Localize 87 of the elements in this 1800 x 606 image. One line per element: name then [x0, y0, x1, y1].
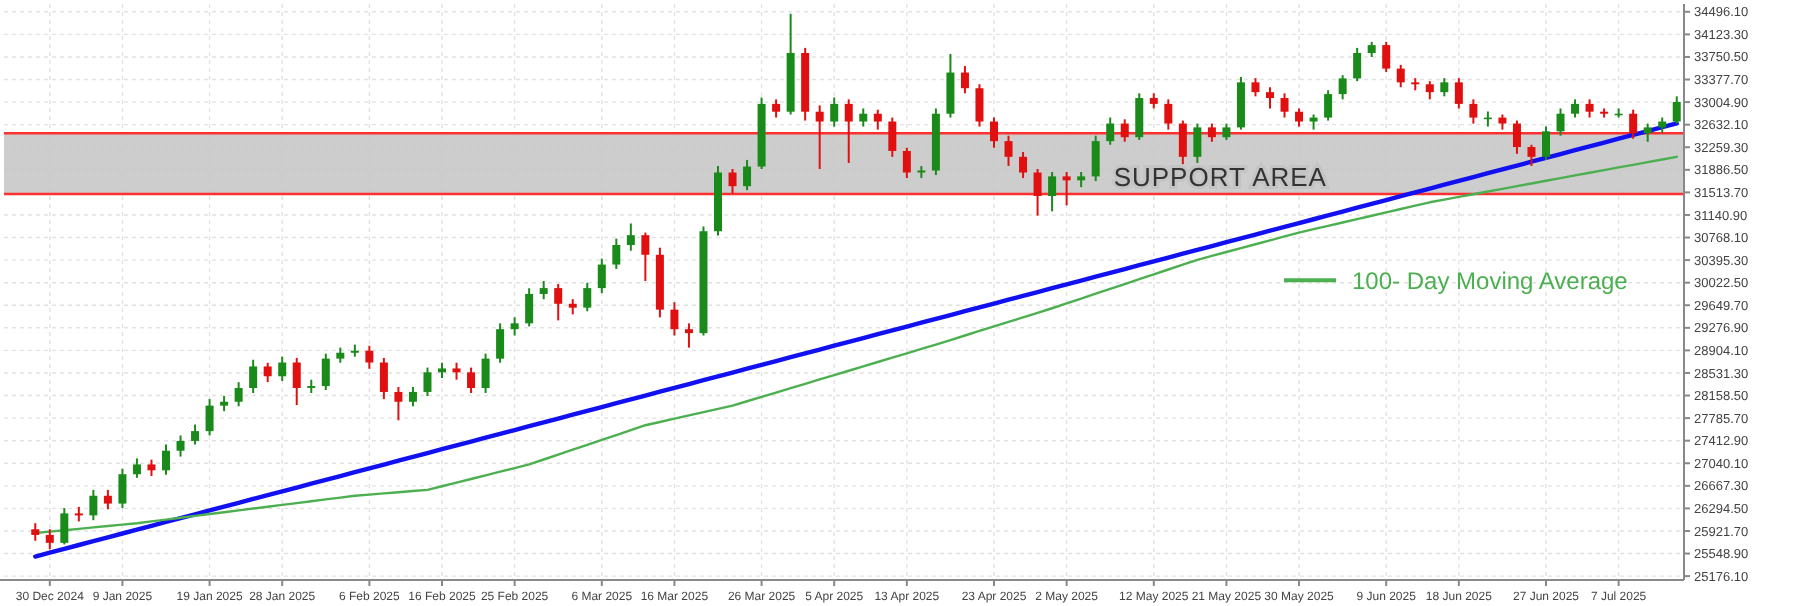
candlestick [975, 83, 984, 128]
candlestick [89, 488, 98, 522]
candlestick [990, 116, 998, 149]
candlestick [684, 322, 693, 349]
candlestick [1164, 98, 1173, 131]
candlestick [394, 385, 403, 422]
candlestick [1353, 46, 1362, 83]
candlestick [365, 344, 374, 370]
candlestick [539, 280, 548, 301]
candlestick [1295, 107, 1304, 128]
candlestick [743, 158, 752, 192]
candlestick [888, 116, 897, 158]
candlestick [960, 65, 969, 95]
candlestick [292, 356, 301, 407]
candlestick [1556, 107, 1565, 137]
candlestick [1324, 89, 1333, 122]
candlestick [45, 528, 54, 551]
candlestick [408, 385, 417, 408]
candlestick [1643, 122, 1652, 143]
candlestick [1280, 92, 1289, 119]
candlestick [1396, 63, 1405, 89]
candlestick [1571, 98, 1580, 119]
candlestick [583, 281, 592, 313]
candlestick [1091, 134, 1100, 183]
candlestick [234, 381, 243, 408]
candlestick [60, 507, 69, 546]
candlestick [772, 98, 781, 119]
candlestick [249, 358, 258, 395]
legend-label: 100- Day Moving Average [1352, 266, 1629, 295]
candlestick [1672, 95, 1681, 125]
candlestick [1542, 125, 1550, 161]
candlestick [728, 168, 737, 195]
candlestick [1019, 151, 1028, 180]
band-label: SUPPORT AREA [1113, 162, 1327, 192]
candlestick [1178, 119, 1187, 166]
candlestick [423, 366, 432, 398]
candlestick [626, 222, 635, 252]
candlestick [1512, 119, 1521, 155]
candlestick [1585, 98, 1594, 119]
candlestick [1120, 118, 1129, 143]
candlestick [1004, 134, 1013, 167]
candlestick [467, 366, 476, 395]
candlestick [118, 467, 127, 510]
candlestick [670, 301, 679, 337]
candlestick [481, 352, 490, 395]
candlestick [176, 434, 185, 458]
candlestick [554, 283, 563, 322]
candlestick [103, 488, 112, 511]
candlestick [263, 361, 272, 384]
candlestick [830, 96, 839, 128]
candlestick [1251, 77, 1260, 98]
candlestick [946, 52, 955, 119]
candlestick [1266, 86, 1274, 110]
candlestick [191, 423, 200, 446]
candlestick [1207, 122, 1216, 143]
candlestick [1048, 171, 1057, 213]
candlestick [1454, 77, 1463, 110]
candlestick [132, 457, 141, 479]
candlestick [321, 352, 330, 391]
candlestick [641, 231, 650, 283]
candlestick [1629, 108, 1638, 140]
candlestick [1469, 98, 1478, 125]
candlestick [1106, 116, 1115, 146]
candlestick [844, 98, 853, 164]
candlestick [162, 443, 170, 476]
candlestick [1527, 143, 1536, 167]
candlestick [1135, 92, 1144, 141]
candlestick [1033, 168, 1042, 217]
candlestick [379, 356, 388, 401]
candlestick [1236, 75, 1245, 131]
candlestick [525, 287, 534, 328]
candlestick [278, 355, 287, 382]
candlestick [612, 237, 621, 270]
candlestick [1440, 77, 1449, 98]
candlestick [1382, 40, 1391, 74]
candlestick [873, 108, 882, 131]
candlestick [1425, 80, 1434, 101]
candlestick [597, 257, 606, 295]
candlestick [815, 104, 824, 170]
candlestick [902, 146, 911, 180]
candlestick [1193, 122, 1202, 164]
candlestick [1338, 74, 1347, 101]
candlestick [859, 107, 868, 128]
candlestick [205, 398, 214, 437]
candlestick [496, 322, 505, 364]
candlestick [1062, 171, 1071, 207]
candlestick [510, 316, 519, 337]
